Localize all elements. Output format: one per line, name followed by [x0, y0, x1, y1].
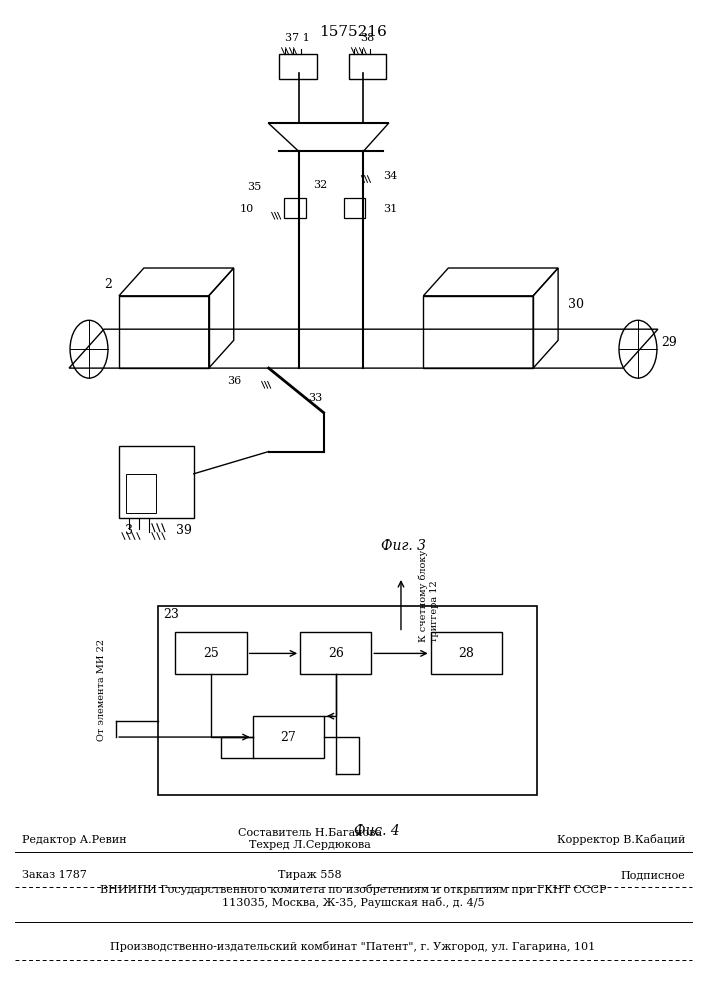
Text: Составитель Н.Баганова: Составитель Н.Баганова	[238, 828, 382, 838]
Text: 33: 33	[308, 393, 323, 403]
Text: ВНИИПИ Государственного комитета по изобретениям и открытиям при ГКНТ СССР
11303: ВНИИПИ Государственного комитета по изоб…	[100, 884, 606, 908]
Text: 23: 23	[163, 608, 180, 621]
Text: 39: 39	[176, 524, 192, 537]
Bar	[175, 632, 247, 674]
Text: 30: 30	[568, 298, 584, 311]
Bar	[126, 474, 156, 513]
Text: 1575216: 1575216	[319, 25, 387, 39]
Text: От элемента МИ 22: От элемента МИ 22	[98, 639, 107, 741]
Text: 36: 36	[228, 376, 242, 386]
Text: Фиг. 3: Фиг. 3	[381, 539, 426, 553]
Text: Производственно-издательский комбинат "Патент", г. Ужгород, ул. Гагарина, 101: Производственно-издательский комбинат "П…	[110, 941, 595, 952]
Text: 2: 2	[104, 278, 112, 291]
Text: Фис. 4: Фис. 4	[354, 824, 400, 838]
Text: 10: 10	[240, 204, 254, 214]
Text: 25: 25	[203, 647, 219, 660]
Text: 37 1: 37 1	[285, 33, 310, 43]
Text: Редактор А.Ревин: Редактор А.Ревин	[22, 835, 127, 845]
Text: Тираж 558: Тираж 558	[278, 870, 341, 880]
Bar	[284, 198, 305, 218]
Text: 34: 34	[383, 171, 398, 181]
Text: 28: 28	[458, 647, 474, 660]
Text: Корректор В.Кабаций: Корректор В.Кабаций	[556, 834, 685, 845]
Bar	[431, 632, 502, 674]
Bar	[344, 198, 366, 218]
Text: 38: 38	[361, 33, 375, 43]
Bar	[349, 54, 387, 79]
Text: 29: 29	[661, 336, 677, 349]
Text: 35: 35	[247, 182, 262, 192]
Bar	[158, 606, 537, 795]
Text: Подписное: Подписное	[620, 870, 685, 880]
Bar	[300, 632, 371, 674]
Text: Техред Л.Сердюкова: Техред Л.Сердюкова	[249, 840, 371, 850]
Text: Заказ 1787: Заказ 1787	[22, 870, 87, 880]
Bar	[252, 716, 324, 758]
Text: 27: 27	[281, 731, 296, 744]
Bar	[279, 54, 317, 79]
Text: К счетному блоку
триггера 12: К счетному блоку триггера 12	[419, 550, 438, 642]
Text: 31: 31	[383, 204, 398, 214]
Text: 3: 3	[125, 524, 133, 537]
Text: 26: 26	[328, 647, 344, 660]
Text: 32: 32	[314, 180, 328, 190]
Bar	[119, 446, 194, 518]
